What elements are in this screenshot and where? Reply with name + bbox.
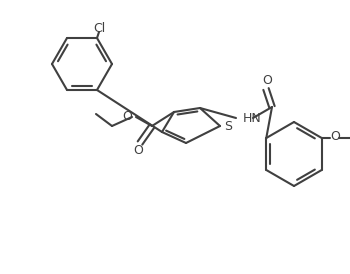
Text: HN: HN: [243, 112, 262, 124]
Text: O: O: [331, 130, 341, 144]
Text: S: S: [224, 119, 232, 133]
Text: O: O: [133, 144, 143, 158]
Text: O: O: [122, 110, 132, 122]
Text: Cl: Cl: [93, 22, 105, 35]
Text: O: O: [262, 73, 272, 87]
